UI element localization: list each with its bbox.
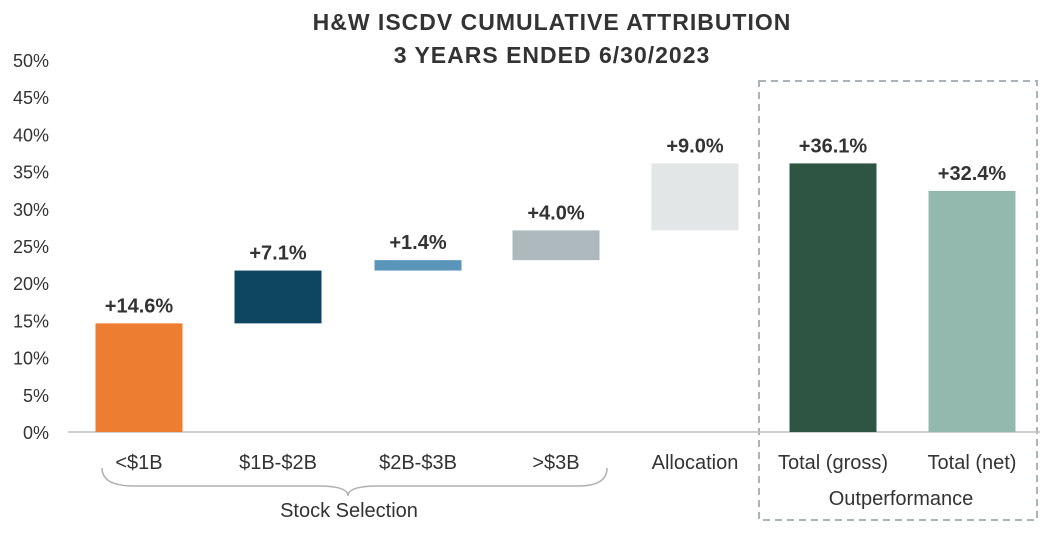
y-tick-label: 15% (13, 311, 49, 331)
category-label: Total (net) (928, 452, 1017, 474)
bar (512, 230, 600, 261)
y-tick-label: 30% (13, 200, 49, 220)
y-tick-label: 20% (13, 274, 49, 294)
bar (928, 190, 1016, 432)
bar (374, 260, 462, 271)
stock-selection-label: Stock Selection (280, 500, 418, 522)
chart-subtitle: 3 YEARS ENDED 6/30/2023 (394, 42, 711, 68)
category-label: Allocation (652, 452, 739, 474)
data-label: +36.1% (799, 135, 868, 157)
outperformance-label: Outperformance (829, 488, 974, 510)
y-tick-label: 50% (13, 51, 49, 71)
category-label: Total (gross) (778, 452, 888, 474)
y-tick-label: 40% (13, 125, 49, 145)
chart-title: H&W ISCDV CUMULATIVE ATTRIBUTION (313, 9, 792, 35)
stock-selection-brace (101, 467, 608, 497)
bar (95, 323, 183, 432)
category-label: <$1B (115, 452, 162, 474)
bar (789, 163, 877, 432)
y-tick-label: 0% (23, 423, 49, 443)
data-label: +1.4% (389, 232, 446, 254)
data-label: +14.6% (105, 295, 174, 317)
y-tick-label: 45% (13, 88, 49, 108)
y-tick-label: 10% (13, 349, 49, 369)
data-label: +7.1% (249, 243, 306, 265)
outperformance-box (758, 80, 1038, 521)
y-tick-label: 35% (13, 163, 49, 183)
category-label: $2B-$3B (379, 452, 457, 474)
y-tick-label: 25% (13, 237, 49, 257)
bar (234, 270, 322, 324)
category-label: >$3B (532, 452, 579, 474)
data-label: +9.0% (666, 135, 723, 157)
data-label: +4.0% (527, 202, 584, 224)
y-tick-label: 5% (23, 386, 49, 406)
bar (651, 163, 739, 231)
category-label: $1B-$2B (239, 452, 317, 474)
data-label: +32.4% (938, 163, 1007, 185)
